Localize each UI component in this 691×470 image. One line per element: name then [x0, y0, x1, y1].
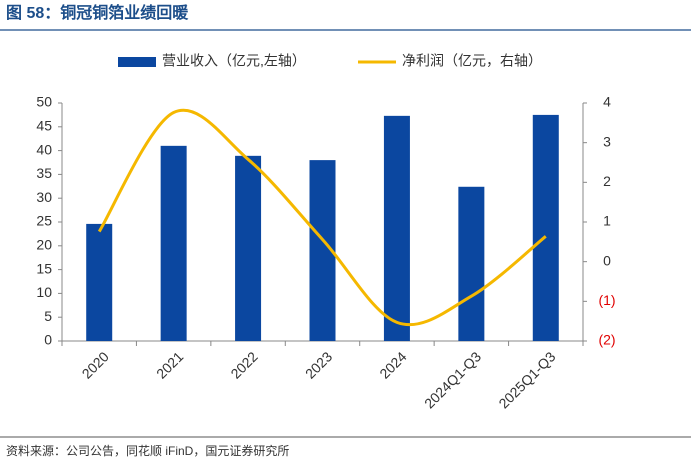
- x-tick-label: 2023: [302, 348, 335, 381]
- x-tick-label: 2024: [376, 348, 409, 381]
- x-tick-label: 2021: [153, 348, 186, 381]
- bar: [383, 115, 410, 342]
- bar: [532, 114, 559, 342]
- legend-swatch: [118, 57, 156, 67]
- bar: [458, 186, 485, 341]
- y-tick-label: 15: [36, 260, 52, 276]
- y-tick-label: 45: [36, 118, 52, 134]
- y-tick-label: 25: [36, 213, 52, 229]
- y-tick-label: 0: [44, 332, 52, 348]
- y2-tick-label: 2: [603, 173, 611, 189]
- x-tick-label: 2020: [79, 348, 112, 381]
- bar: [235, 155, 262, 341]
- x-tick-label: 2024Q1-Q3: [421, 348, 484, 411]
- y2-tick-label: 0: [603, 252, 611, 268]
- y-tick-label: 5: [44, 308, 52, 324]
- legend-label: 净利润（亿元，右轴）: [402, 53, 542, 69]
- y2-tick-label: (2): [598, 332, 615, 348]
- legend-label: 营业收入（亿元,左轴）: [162, 53, 306, 69]
- y-tick-label: 20: [36, 237, 52, 253]
- chart-title: 图 58：铜冠铜箔业绩回暖: [6, 3, 189, 22]
- y-tick-label: 30: [36, 189, 52, 205]
- bar: [86, 223, 113, 341]
- y-tick-label: 40: [36, 141, 52, 157]
- y2-tick-label: 4: [603, 94, 611, 110]
- y2-tick-label: 3: [603, 133, 611, 149]
- x-tick-label: 2025Q1-Q3: [495, 348, 558, 411]
- source: 资料来源：公司公告，同花顺 iFinD，国元证券研究所: [6, 443, 289, 458]
- y2-tick-label: 1: [603, 213, 611, 229]
- y-tick-label: 10: [36, 284, 52, 300]
- y-tick-label: 35: [36, 165, 52, 181]
- y-tick-label: 50: [36, 94, 52, 110]
- y2-tick-label: (1): [598, 292, 615, 308]
- x-tick-label: 2022: [227, 348, 260, 381]
- line: [97, 108, 547, 327]
- bar: [160, 145, 187, 341]
